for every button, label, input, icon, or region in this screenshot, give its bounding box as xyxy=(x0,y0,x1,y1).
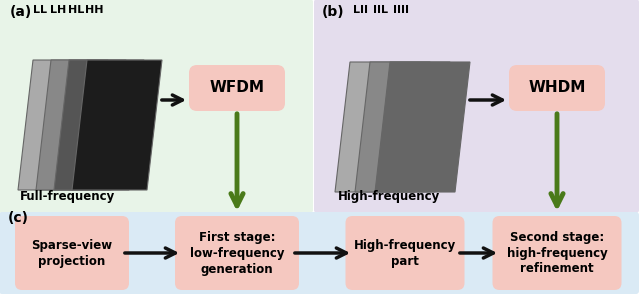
FancyBboxPatch shape xyxy=(15,216,129,290)
Text: LL: LL xyxy=(33,5,47,15)
Text: Second stage:
high-frequency
refinement: Second stage: high-frequency refinement xyxy=(507,231,607,276)
Polygon shape xyxy=(335,62,430,192)
Text: IIL: IIL xyxy=(374,5,388,15)
Text: LII: LII xyxy=(353,5,369,15)
Text: LH: LH xyxy=(50,5,66,15)
Text: HH: HH xyxy=(84,5,103,15)
FancyBboxPatch shape xyxy=(175,216,299,290)
Polygon shape xyxy=(72,60,162,190)
Polygon shape xyxy=(375,62,470,192)
Polygon shape xyxy=(54,60,144,190)
Polygon shape xyxy=(36,60,126,190)
Text: Sparse-view
projection: Sparse-view projection xyxy=(31,239,113,268)
FancyBboxPatch shape xyxy=(0,212,639,294)
Polygon shape xyxy=(355,62,450,192)
FancyBboxPatch shape xyxy=(314,0,639,213)
Polygon shape xyxy=(18,60,108,190)
FancyBboxPatch shape xyxy=(509,65,605,111)
Text: High-frequency
part: High-frequency part xyxy=(354,239,456,268)
FancyBboxPatch shape xyxy=(493,216,621,290)
Text: WHDM: WHDM xyxy=(528,81,586,96)
Text: Full-frequency: Full-frequency xyxy=(20,190,115,203)
Text: First stage:
low-frequency
generation: First stage: low-frequency generation xyxy=(189,231,284,276)
FancyBboxPatch shape xyxy=(0,0,313,213)
Text: HL: HL xyxy=(68,5,84,15)
Text: IIII: IIII xyxy=(393,5,409,15)
FancyBboxPatch shape xyxy=(189,65,285,111)
Text: High-frequency: High-frequency xyxy=(338,190,440,203)
Text: WFDM: WFDM xyxy=(209,81,264,96)
Text: (b): (b) xyxy=(322,5,344,19)
FancyBboxPatch shape xyxy=(346,216,465,290)
Text: (a): (a) xyxy=(10,5,32,19)
Text: (c): (c) xyxy=(8,211,29,225)
